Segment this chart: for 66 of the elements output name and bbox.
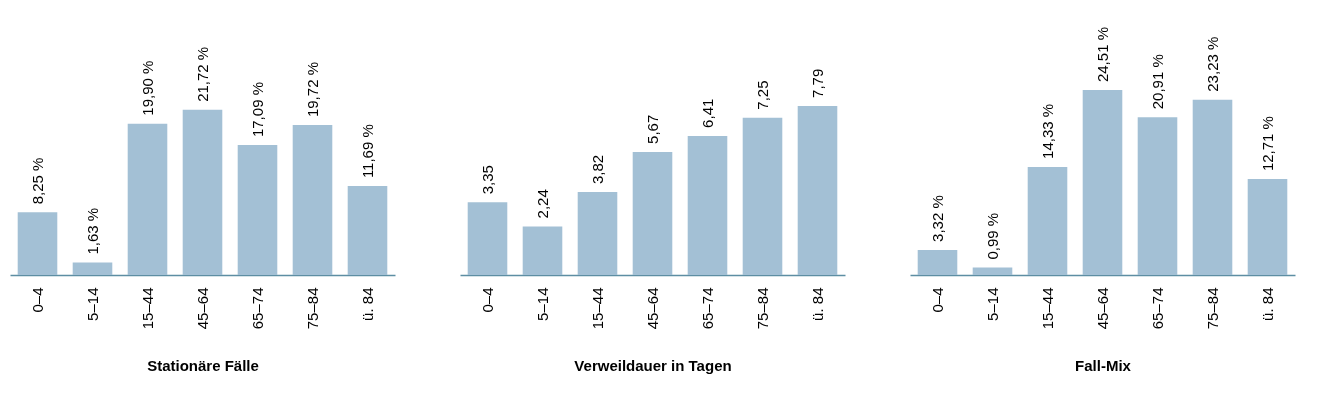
bar: [972, 267, 1013, 275]
bar: [742, 117, 783, 275]
bar: [797, 105, 838, 275]
bar: [522, 226, 563, 275]
bar: [917, 249, 958, 275]
data-label: 19,72 %: [303, 62, 321, 118]
x-axis-title: Verweildauer in Tagen: [574, 357, 732, 375]
data-label: 1,63 %: [83, 207, 101, 255]
x-tick-label: 0–4: [478, 287, 496, 313]
x-tick-label: 15–44: [1038, 287, 1056, 330]
data-label: 19,90 %: [138, 60, 156, 116]
x-tick-label: 45–64: [193, 287, 211, 330]
x-tick-label: 65–74: [248, 287, 266, 330]
x-tick-label: 15–44: [588, 287, 606, 330]
bar: [72, 262, 113, 275]
data-label: 3,82: [588, 154, 606, 185]
data-label: 17,09 %: [248, 82, 266, 138]
data-label: 20,91 %: [1148, 54, 1166, 110]
x-tick-label: ü. 84: [1258, 287, 1276, 321]
bar: [1082, 90, 1123, 275]
bar: [467, 202, 508, 275]
data-label: 0,99 %: [983, 212, 1001, 260]
data-label: 2,24: [533, 189, 551, 219]
bar: [127, 123, 168, 275]
x-tick-label: 45–64: [643, 287, 661, 330]
x-tick-label: 0–4: [28, 287, 46, 313]
x-tick-label: 5–14: [83, 287, 101, 321]
bar: [687, 135, 728, 275]
data-label: 3,35: [478, 165, 496, 195]
x-tick-label: 75–84: [303, 287, 321, 330]
bar: [1192, 99, 1233, 275]
data-label: 3,32 %: [928, 195, 946, 242]
data-label: 24,51 %: [1093, 27, 1111, 83]
data-label: 23,23 %: [1203, 36, 1221, 92]
bar: [1137, 117, 1178, 275]
data-label: 7,79: [808, 68, 826, 98]
x-tick-label: 15–44: [138, 287, 156, 330]
data-label: 21,72 %: [193, 46, 211, 102]
data-label: 5,67: [643, 114, 661, 144]
x-tick-label: 5–14: [533, 287, 551, 321]
x-axis-title: Fall-Mix: [1075, 357, 1132, 375]
x-tick-label: 75–84: [753, 287, 771, 330]
data-label: 7,25: [753, 80, 771, 110]
x-tick-label: 65–74: [1148, 287, 1166, 330]
x-axis-title: Stationäre Fälle: [147, 357, 259, 375]
bar: [1247, 179, 1288, 275]
bar: [17, 212, 58, 275]
x-tick-label: ü. 84: [358, 287, 376, 321]
x-tick-label: 75–84: [1203, 287, 1221, 330]
data-label: 12,71 %: [1258, 116, 1276, 172]
data-label: 6,41: [698, 98, 716, 128]
x-tick-label: 5–14: [983, 287, 1001, 321]
bar: [182, 109, 223, 275]
data-label: 8,25 %: [28, 157, 46, 205]
x-tick-label: 0–4: [928, 287, 946, 313]
bar: [632, 151, 673, 275]
x-tick-label: 65–74: [698, 287, 716, 330]
data-label: 14,33 %: [1038, 103, 1056, 159]
data-label: 11,69 %: [358, 124, 376, 179]
x-tick-label: ü. 84: [808, 287, 826, 321]
bar: [577, 192, 618, 275]
bar: [237, 145, 278, 275]
x-tick-label: 45–64: [1093, 287, 1111, 330]
bar: [292, 125, 333, 275]
bar: [347, 186, 388, 275]
bar: [1027, 166, 1068, 275]
